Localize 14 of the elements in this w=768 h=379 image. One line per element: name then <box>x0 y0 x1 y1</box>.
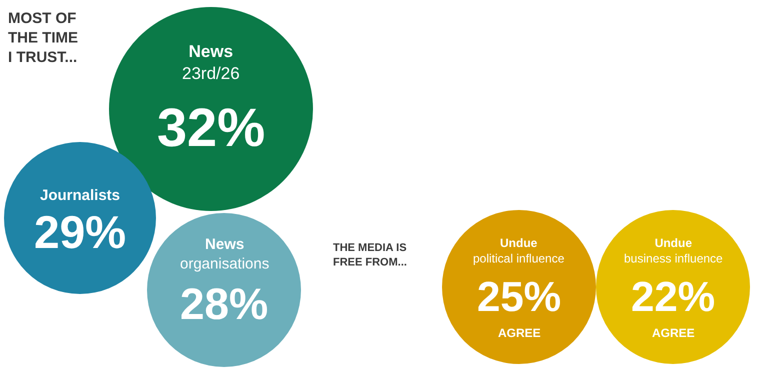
category-label: News organisations <box>180 236 270 272</box>
text: AGREE <box>652 326 695 340</box>
category-label: News 23rd/26 <box>182 42 240 84</box>
text: MOST OF THE TIME I TRUST... <box>8 10 78 66</box>
data-label: 22% <box>631 273 716 320</box>
data-label: 25% <box>477 273 562 320</box>
data-label: 28% <box>180 280 268 329</box>
data-label: 32% <box>157 98 266 158</box>
text: AGREE <box>498 326 541 340</box>
category-label: Undue political influence <box>473 236 565 266</box>
category-label: Journalists <box>40 187 120 204</box>
text: THE MEDIA IS FREE FROM... <box>333 242 407 268</box>
category-label: Undue business influence <box>624 236 724 266</box>
data-label: 29% <box>34 206 126 258</box>
